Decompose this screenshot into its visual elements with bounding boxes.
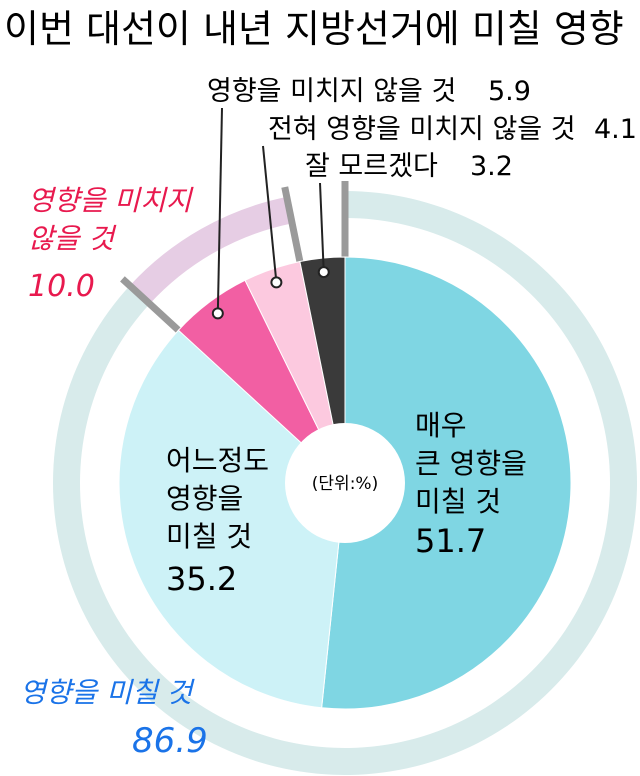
slice-value-label: 51.7 (415, 522, 486, 560)
pie-slice (118, 329, 346, 709)
outer-ring (53, 181, 637, 776)
pie-slice (321, 256, 572, 710)
slice-value-label: 5.9 (488, 76, 531, 107)
slice-label: 잘 모르겠다 (305, 151, 438, 182)
center-hole (285, 423, 405, 543)
group-label: 영향을 미칠 것 (20, 676, 196, 709)
unit-note: (단위:%) (312, 474, 378, 494)
slice-value-label: 4.1 (594, 114, 637, 145)
leader-line (216, 107, 223, 314)
leader-dot (270, 276, 283, 289)
slice-label-line: 어느정도 (166, 444, 269, 477)
ring-divider (120, 276, 186, 337)
slice-value-label: 3.2 (470, 151, 513, 182)
slice-value-label: 35.2 (166, 560, 237, 598)
slice-label: 전혀 영향을 미치지 않을 것 (268, 114, 576, 145)
ring-band (129, 196, 293, 304)
leader-lines (211, 107, 330, 320)
slice-label-line: 미칠 것 (415, 485, 501, 518)
chart-title: 이번 대선이 내년 지방선거에 미칠 영향 (4, 7, 624, 51)
group-label-line: 않을 것 (28, 222, 117, 255)
slice-label-line: 매우 (415, 409, 467, 442)
leader-dot (317, 266, 330, 279)
group-label-line: 영향을 미치지 (28, 184, 194, 217)
slice-label-line: 미칠 것 (166, 520, 252, 553)
ring-divider (281, 186, 305, 269)
slice-label: 영향을 미치지 않을 것 (207, 76, 456, 107)
leader-dot (211, 307, 224, 320)
leader-line (262, 145, 278, 283)
leader-line (319, 182, 325, 273)
group-value-label: 10.0 (28, 269, 95, 304)
slice-label-line: 큰 영향을 (415, 447, 527, 480)
pie-slices (118, 256, 572, 710)
slice-label-line: 영향을 (166, 482, 243, 515)
group-value-label: 86.9 (132, 721, 208, 761)
